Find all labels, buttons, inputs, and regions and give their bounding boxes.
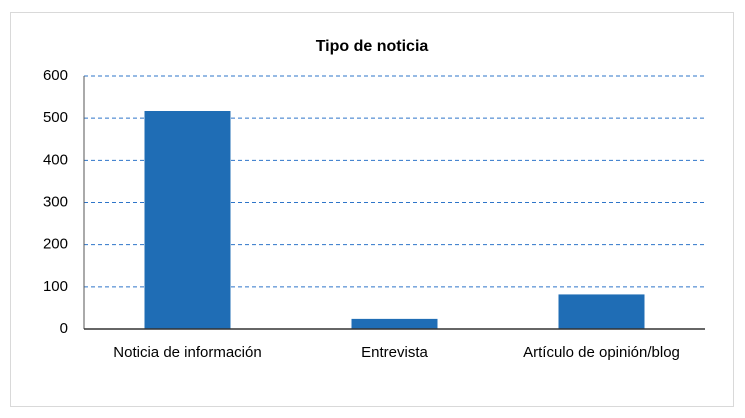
x-tick-label: Noticia de información — [113, 344, 261, 361]
bar — [558, 294, 645, 329]
bar — [144, 110, 231, 329]
y-tick-label: 600 — [43, 67, 68, 84]
chart-title: Tipo de noticia — [316, 38, 429, 55]
x-tick-label: Entrevista — [361, 344, 428, 361]
y-tick-label: 0 — [60, 320, 68, 337]
y-tick-label: 100 — [43, 278, 68, 295]
chart-border — [10, 12, 734, 407]
y-tick-label: 400 — [43, 151, 68, 168]
x-tick-label: Artículo de opinión/blog — [523, 344, 680, 361]
bar — [351, 318, 438, 329]
y-tick-label: 500 — [43, 109, 68, 126]
y-tick-label: 300 — [43, 193, 68, 210]
y-tick-label: 200 — [43, 236, 68, 253]
